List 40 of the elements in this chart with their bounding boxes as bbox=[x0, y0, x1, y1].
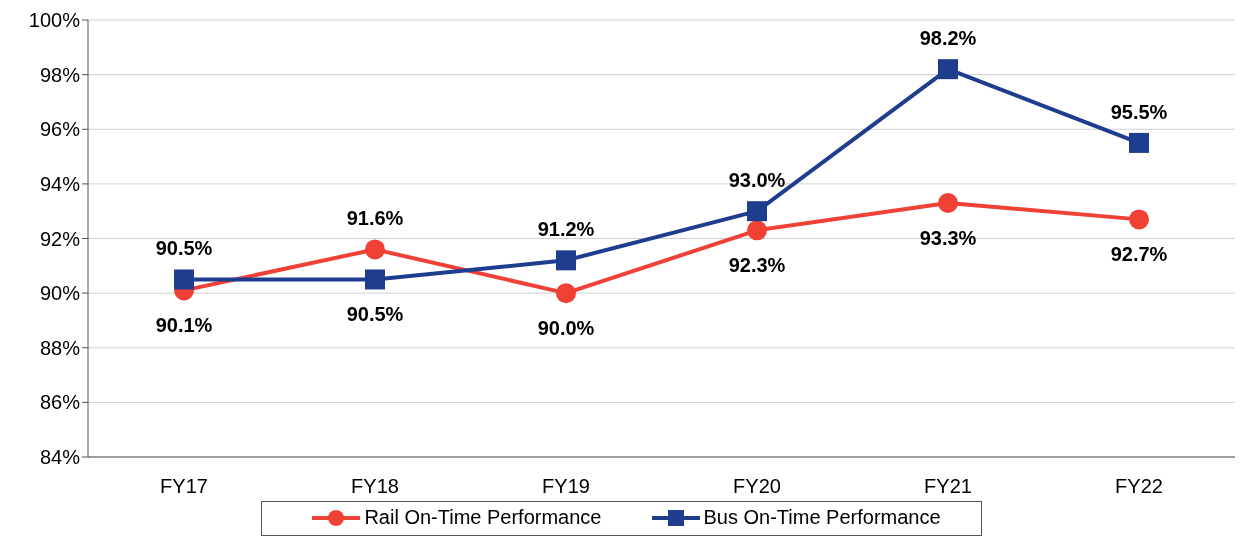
point bbox=[938, 59, 958, 80]
x-tick-label: FY22 bbox=[1115, 475, 1163, 498]
point bbox=[938, 192, 958, 213]
y-tick-label: 88% bbox=[39, 336, 81, 359]
legend-label: Bus On-Time Performance bbox=[703, 506, 941, 529]
data-label: 93.0% bbox=[728, 169, 786, 192]
point bbox=[1129, 209, 1149, 230]
data-label: 98.2% bbox=[919, 27, 977, 50]
data-label: 90.0% bbox=[537, 317, 595, 340]
x-tick-label: FY20 bbox=[733, 475, 781, 498]
point bbox=[365, 239, 385, 260]
data-label: 91.2% bbox=[537, 218, 595, 241]
y-tick-label: 86% bbox=[39, 391, 81, 414]
data-label: 91.6% bbox=[346, 207, 404, 230]
data-label: 90.5% bbox=[346, 303, 404, 326]
x-tick-label: FY17 bbox=[160, 475, 208, 498]
y-tick-label: 92% bbox=[39, 227, 81, 250]
data-label: 92.7% bbox=[1110, 243, 1168, 266]
data-label: 90.5% bbox=[155, 237, 213, 260]
point bbox=[556, 283, 576, 304]
x-tick-label: FY21 bbox=[924, 475, 972, 498]
point bbox=[174, 269, 194, 290]
data-label: 90.1% bbox=[155, 314, 213, 337]
data-label: 92.3% bbox=[728, 254, 786, 277]
y-tick-label: 100% bbox=[28, 9, 81, 32]
point bbox=[365, 269, 385, 290]
data-label: 95.5% bbox=[1110, 100, 1168, 123]
data-label: 93.3% bbox=[919, 226, 977, 249]
point bbox=[747, 201, 767, 222]
x-tick-label: FY18 bbox=[351, 475, 399, 498]
y-tick-label: 94% bbox=[39, 172, 81, 195]
y-tick-label: 84% bbox=[39, 446, 81, 469]
legend-label: Rail On-Time Performance bbox=[364, 506, 602, 529]
y-tick-label: 96% bbox=[39, 118, 81, 141]
point bbox=[1129, 132, 1149, 153]
point bbox=[747, 220, 767, 241]
y-tick-label: 98% bbox=[39, 63, 81, 86]
point bbox=[556, 250, 576, 271]
y-tick-label: 90% bbox=[39, 282, 81, 305]
x-tick-label: FY19 bbox=[542, 475, 590, 498]
